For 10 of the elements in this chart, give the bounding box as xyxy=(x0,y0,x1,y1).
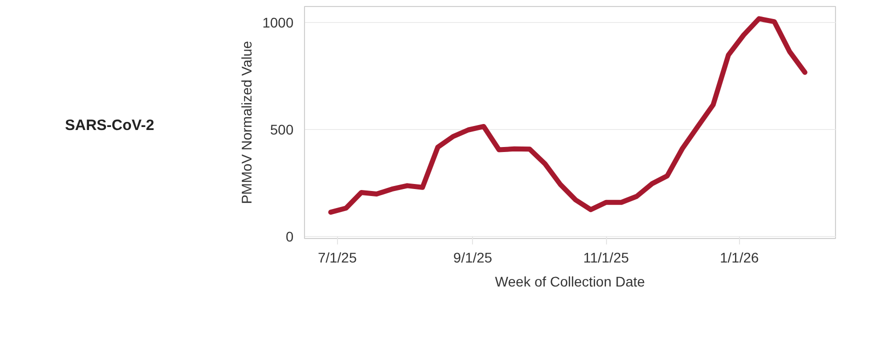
x-tick-label: 7/1/25 xyxy=(318,250,357,266)
x-tick-label: 1/1/26 xyxy=(720,250,760,266)
text: SARS-CoV-2 xyxy=(65,116,154,136)
y-tick-label: 500 xyxy=(270,121,294,138)
y-tick-label: 1000 xyxy=(262,14,294,31)
x-tick-label: 11/1/25 xyxy=(583,250,630,266)
x-axis-title: Week of Collection Date xyxy=(495,274,646,290)
y-axis-title: PMMoV Normalized Value xyxy=(238,40,254,204)
y-tick-label: 0 xyxy=(286,228,294,244)
x-tick-label: 9/1/25 xyxy=(453,250,492,266)
